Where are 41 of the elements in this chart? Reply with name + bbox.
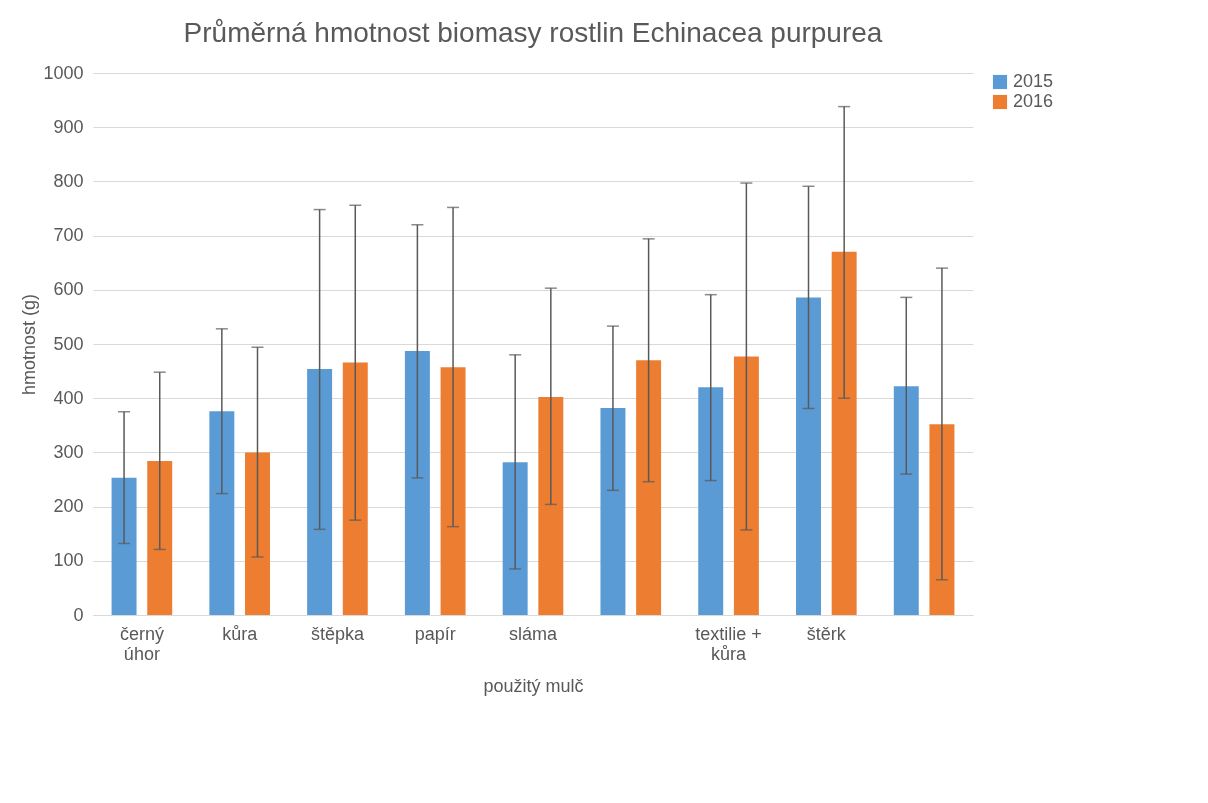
bar (404, 351, 430, 615)
y-tick-label: 900 (53, 116, 84, 137)
bar (342, 362, 368, 615)
y-tick-label: 100 (53, 550, 84, 571)
y-axis-title: hmotnost (g) (19, 293, 40, 396)
bar (893, 386, 919, 615)
y-tick-label: 700 (53, 225, 84, 246)
legend-label: 2015 (1013, 71, 1054, 91)
bar (636, 360, 662, 615)
bar (307, 368, 333, 615)
bar (733, 356, 759, 615)
x-tick-label: štěrk (806, 623, 847, 644)
y-tick-label: 500 (53, 333, 84, 354)
x-tick-label: sláma (508, 623, 558, 644)
bar (147, 461, 173, 615)
bar (209, 411, 235, 615)
bar (929, 424, 955, 615)
bar (245, 452, 270, 615)
y-tick-label: 800 (53, 170, 84, 191)
x-tick-label: štěpka (310, 623, 365, 644)
bar (440, 367, 466, 615)
y-tick-label: 0 (73, 604, 84, 625)
x-tick-label: černý úhor (119, 623, 164, 664)
y-tick-label: 300 (53, 441, 84, 462)
y-tick-label: 200 (53, 496, 84, 517)
bar (796, 297, 821, 615)
chart-title: Průměrná hmotnost biomasy rostlin Echinacea purpurea (183, 17, 883, 48)
bar (600, 407, 626, 615)
y-tick-label: 600 (53, 279, 84, 300)
legend-label: 2016 (1013, 91, 1054, 111)
bar (538, 397, 564, 615)
x-tick-label: kůra (222, 623, 259, 644)
x-tick-label: textilie + kůra (695, 623, 762, 664)
y-tick-label: 400 (53, 387, 84, 408)
y-tick-label: 1000 (43, 62, 84, 83)
x-axis-title: použitý mulč (483, 675, 584, 696)
bar (502, 462, 528, 615)
x-tick-label: papír (414, 623, 456, 644)
bar (698, 387, 724, 615)
bar (111, 477, 137, 615)
bar (831, 251, 857, 615)
